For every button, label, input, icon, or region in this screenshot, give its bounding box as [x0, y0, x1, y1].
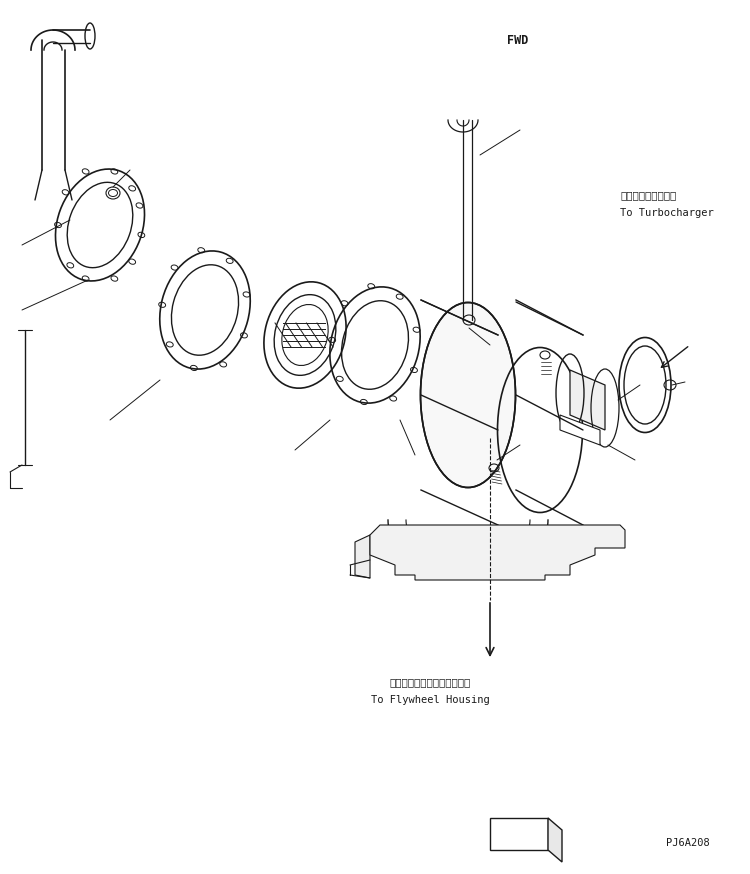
Polygon shape	[355, 535, 370, 578]
Polygon shape	[490, 818, 548, 850]
Text: To Flywheel Housing: To Flywheel Housing	[370, 695, 489, 705]
Polygon shape	[548, 818, 562, 862]
Text: PJ6A208: PJ6A208	[666, 838, 710, 848]
Ellipse shape	[421, 302, 515, 488]
Polygon shape	[560, 415, 600, 445]
Polygon shape	[370, 525, 625, 580]
Text: ターボチャージャへ: ターボチャージャへ	[620, 190, 676, 200]
Text: To Turbocharger: To Turbocharger	[620, 208, 714, 218]
Text: フライホイールハウジングへ: フライホイールハウジングへ	[389, 677, 471, 687]
Text: FWD: FWD	[507, 33, 529, 46]
Polygon shape	[570, 370, 605, 430]
